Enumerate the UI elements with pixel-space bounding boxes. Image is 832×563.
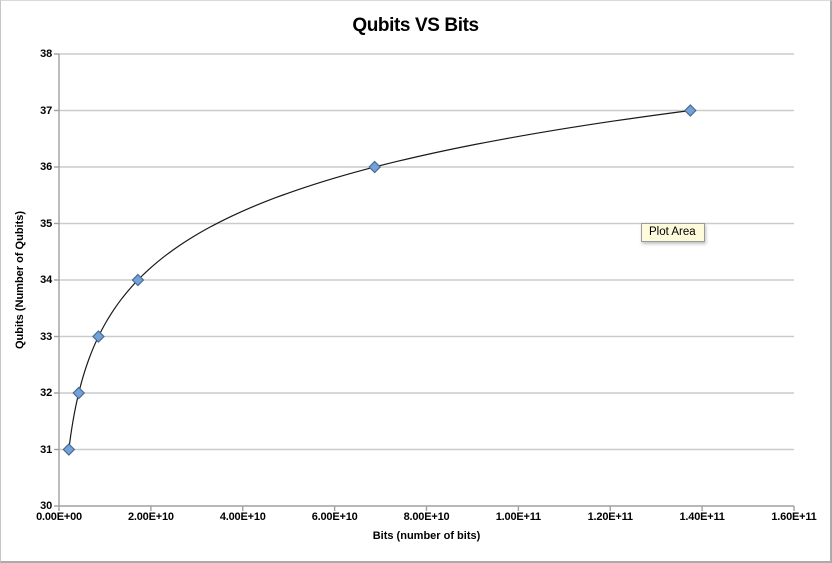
x-tick-label: 1.40E+11 xyxy=(679,511,725,523)
data-point-marker[interactable] xyxy=(72,386,86,400)
x-tick-label: 8.00E+10 xyxy=(403,511,450,523)
y-tick-label: 31 xyxy=(40,443,52,456)
x-axis-title[interactable]: Bits (number of bits) xyxy=(372,530,481,542)
data-point-marker[interactable] xyxy=(131,273,145,287)
data-point-marker[interactable] xyxy=(92,330,105,343)
y-axis-title[interactable]: Qubits (Number of Qubits) xyxy=(14,210,26,350)
x-tick-label: 1.20E+11 xyxy=(587,511,633,523)
y-tick-label: 36 xyxy=(40,161,52,173)
x-tick-label: 0.00E+00 xyxy=(36,511,82,523)
y-tick-label: 37 xyxy=(40,104,52,117)
data-point-marker[interactable] xyxy=(62,443,76,456)
y-tick-label: 32 xyxy=(40,387,52,399)
y-tick-label: 38 xyxy=(40,48,52,60)
data-point-marker[interactable] xyxy=(368,160,382,174)
y-axis-tick-labels: 30 31 32 33 34 35 36 37 38 xyxy=(1,1,52,561)
plot-area-tooltip: Plot Area xyxy=(641,223,705,242)
chart-title[interactable]: Qubits VS Bits xyxy=(352,15,479,36)
x-tick-label: 1.60E+11 xyxy=(771,511,817,523)
y-tick-label: 30 xyxy=(40,500,52,512)
x-tick-label: 1.00E+11 xyxy=(495,511,541,523)
y-tick-label: 34 xyxy=(40,274,52,286)
x-tick-label: 6.00E+10 xyxy=(311,511,358,523)
y-tick-label: 35 xyxy=(40,217,52,230)
y-tick-label: 33 xyxy=(40,330,52,343)
x-tick-label: 2.00E+10 xyxy=(127,511,174,523)
x-tick-label: 4.00E+10 xyxy=(219,511,266,523)
data-point-marker[interactable] xyxy=(684,104,697,117)
